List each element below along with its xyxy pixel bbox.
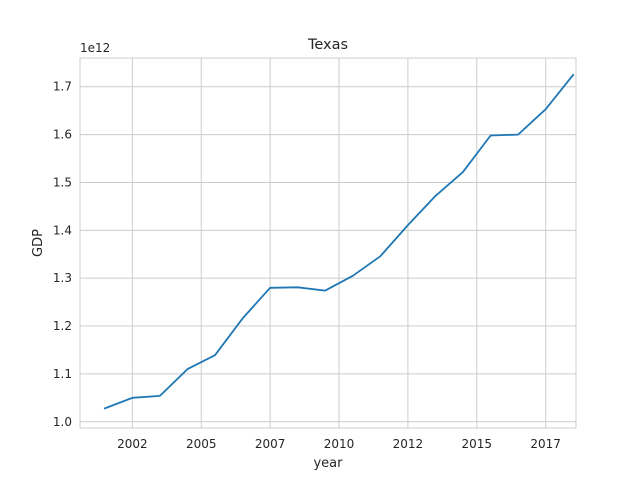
- x-axis-label: year: [313, 456, 343, 471]
- x-axis-ticks: 2002 2005 2007 2010 2012 2015 2017: [117, 437, 561, 451]
- series-layer: [103, 73, 575, 410]
- y-tick-label: 1.7: [53, 80, 72, 94]
- grid: [80, 58, 576, 428]
- x-tick-label: 2007: [255, 437, 286, 451]
- y-tick-label: 1.2: [53, 319, 72, 333]
- y-tick-label: 1.0: [53, 415, 72, 429]
- x-tick-label: 2012: [393, 437, 424, 451]
- y-axis-label: GDP: [31, 229, 46, 257]
- y-tick-label: 1.3: [53, 271, 72, 285]
- y-tick-label: 1.6: [53, 128, 72, 142]
- plot-frame: [79, 57, 577, 429]
- x-tick-label: 2002: [117, 437, 148, 451]
- x-tick-label: 2017: [530, 437, 561, 451]
- y-tick-label: 1.4: [53, 223, 72, 237]
- y-tick-label: 1.1: [53, 367, 72, 381]
- chart-title: Texas: [307, 37, 348, 53]
- x-tick-label: 2015: [462, 437, 493, 451]
- y-tick-label: 1.5: [53, 175, 72, 189]
- y-axis-ticks: 1.0 1.1 1.2 1.3 1.4 1.5 1.6 1.7: [53, 80, 72, 429]
- x-tick-label: 2005: [186, 437, 217, 451]
- gdp-series-line: [103, 73, 575, 410]
- x-tick-label: 2010: [324, 437, 355, 451]
- y-offset-text: 1e12: [80, 41, 110, 55]
